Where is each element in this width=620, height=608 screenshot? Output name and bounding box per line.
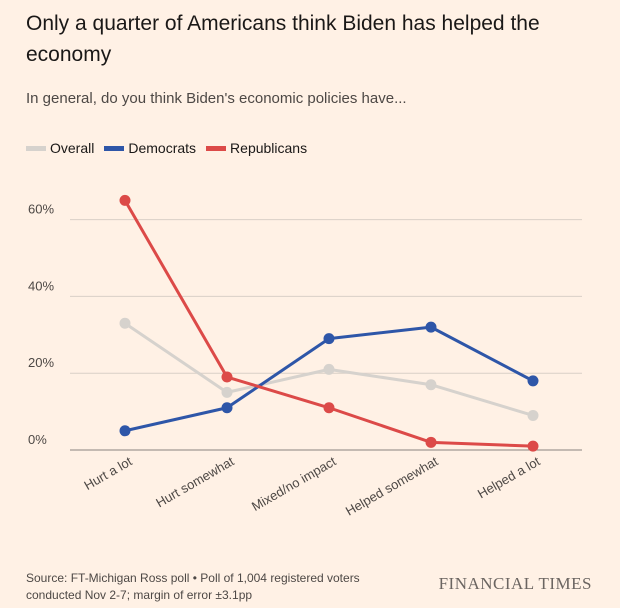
y-tick-label: 0% — [28, 432, 47, 447]
data-point-overall — [119, 317, 131, 329]
data-point-democrats — [527, 375, 539, 387]
legend-label-overall: Overall — [50, 140, 95, 156]
legend-swatch-democrats — [104, 145, 125, 151]
data-point-republicans — [425, 436, 437, 448]
data-point-overall — [527, 409, 539, 421]
data-point-democrats — [119, 425, 131, 437]
y-tick-label: 40% — [28, 278, 54, 293]
legend-swatch-republicans — [206, 145, 227, 151]
data-point-overall — [323, 363, 335, 375]
x-tick-label: Hurt somewhat — [153, 453, 237, 510]
legend-item-democrats: Democrats — [104, 140, 196, 156]
chart-title: Only a quarter of Americans think Biden … — [26, 12, 540, 66]
data-point-democrats — [323, 333, 335, 345]
y-tick-label: 20% — [28, 355, 54, 370]
x-tick-label: Hurt a lot — [81, 453, 135, 493]
brand-logo: FINANCIAL TIMES — [438, 574, 592, 593]
legend-label-democrats: Democrats — [128, 140, 197, 156]
data-point-republicans — [527, 440, 539, 452]
data-point-republicans — [119, 194, 131, 206]
data-point-overall — [425, 379, 437, 391]
chart-subtitle: In general, do you think Biden's economi… — [26, 90, 407, 107]
legend-swatch-overall — [26, 145, 46, 151]
x-tick-label: Helped somewhat — [343, 453, 441, 518]
data-point-democrats — [221, 402, 233, 414]
y-tick-label: 60% — [28, 202, 54, 217]
legend-item-overall: Overall — [26, 140, 94, 156]
legend: Overall Democrats Republicans — [26, 140, 317, 156]
data-point-overall — [221, 386, 233, 398]
legend-item-republicans: Republicans — [206, 140, 307, 156]
data-point-republicans — [323, 402, 335, 414]
x-tick-label: Helped a lot — [475, 453, 543, 501]
source-note: Source: FT-Michigan Ross poll • Poll of … — [26, 571, 360, 602]
x-tick-label: Mixed/no impact — [249, 453, 339, 514]
data-point-republicans — [221, 371, 233, 383]
data-point-democrats — [425, 321, 437, 333]
legend-label-republicans: Republicans — [230, 140, 308, 156]
